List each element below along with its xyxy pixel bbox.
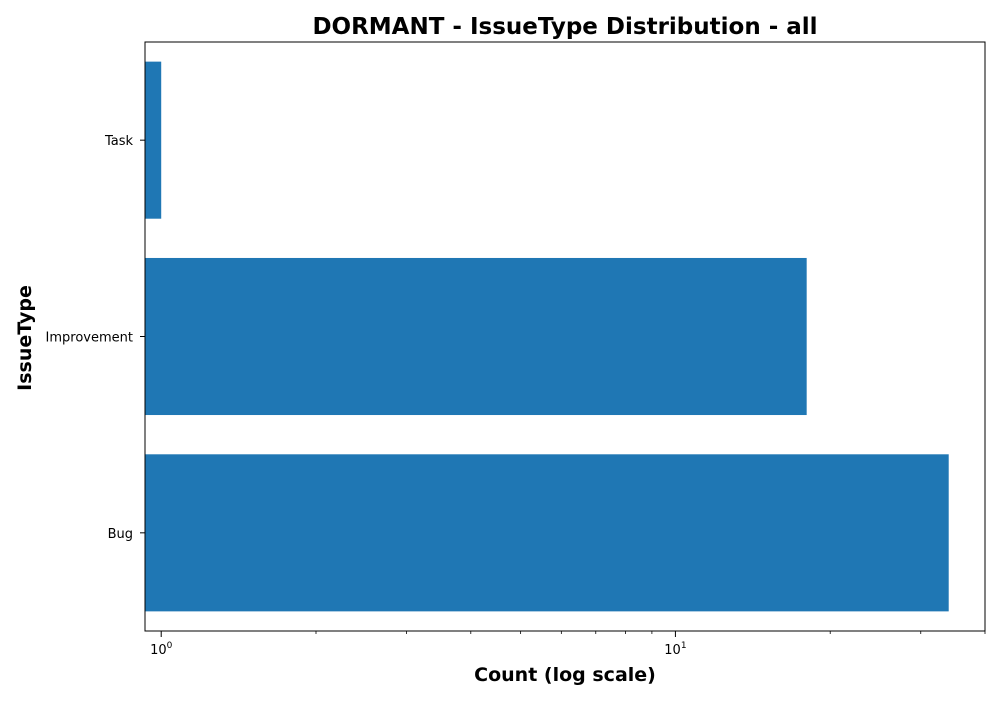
bar-bug xyxy=(145,454,949,612)
x-tick-label: 101 xyxy=(664,641,686,658)
x-axis-label: Count (log scale) xyxy=(474,664,656,686)
y-tick-label-task: Task xyxy=(104,134,134,149)
plot-frame xyxy=(144,41,986,632)
y-tick-label-bug: Bug xyxy=(108,527,133,542)
plot-area: Bug Improvement Task 100 101 xyxy=(46,41,986,658)
chart-title: DORMANT - IssueType Distribution - all xyxy=(312,14,817,40)
bar-task xyxy=(145,61,162,219)
bar-improvement xyxy=(145,257,807,416)
y-tick-label-improvement: Improvement xyxy=(46,331,133,346)
y-axis-label: IssueType xyxy=(14,285,36,391)
x-tick-label: 100 xyxy=(150,641,173,658)
